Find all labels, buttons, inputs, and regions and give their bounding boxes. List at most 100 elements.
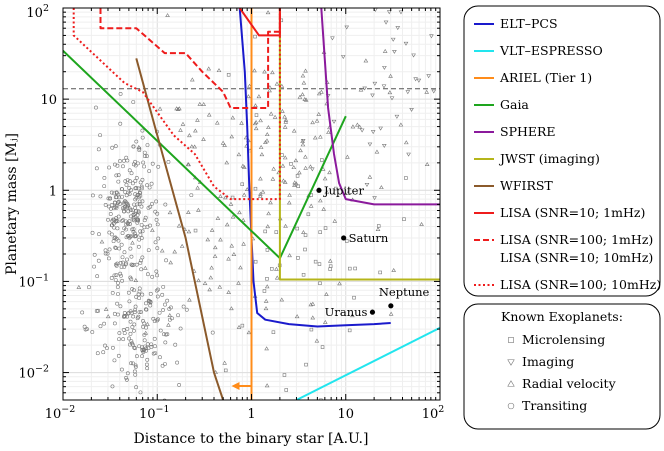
exoplanet-marker [218, 237, 223, 242]
exoplanet-marker [189, 77, 195, 82]
exoplanet-marker [154, 217, 159, 222]
exoplanet-marker [303, 165, 308, 170]
exoplanet-marker [124, 200, 129, 205]
ariel-arrow-head [231, 382, 240, 390]
exoplanet-marker [131, 100, 136, 104]
exoplanet-marker [239, 120, 244, 125]
legend-label: SPHERE [500, 124, 556, 139]
exoplanet-marker [154, 199, 159, 204]
axis-ticks [62, 7, 441, 401]
exoplanet-marker [99, 239, 105, 244]
curve-sphere [320, 8, 440, 206]
exoplanet-marker [282, 155, 288, 160]
exoplanet-marker [124, 182, 129, 187]
x-tick-label: 10 [337, 407, 354, 422]
exoplanet-marker [236, 280, 241, 285]
exoplanet-marker [144, 325, 149, 330]
exoplanet-marker [121, 164, 125, 169]
exoplanet-marker [258, 176, 263, 181]
exoplanet-marker [145, 366, 150, 371]
exoplanet-marker [274, 275, 280, 280]
exoplanet-marker [136, 144, 142, 149]
exoplanet-marker [212, 245, 218, 250]
exoplanet-marker [279, 83, 285, 88]
exoplanet-marker [153, 240, 158, 245]
exoplanet-marker [340, 55, 346, 60]
exoplanet-marker [124, 222, 129, 227]
exoplanet-marker [133, 365, 138, 369]
exoplanet-marker [292, 182, 297, 187]
exoplanet-marker [110, 145, 115, 150]
exoplanet-marker [154, 288, 159, 293]
curve-lisa-snr-100-10mhz [72, 8, 281, 201]
exoplanet-marker [139, 204, 144, 209]
exoplanet-marker [229, 134, 235, 139]
exoplanet-marker [327, 170, 332, 175]
exoplanet-marker [129, 234, 134, 238]
exoplanet-marker [429, 34, 434, 39]
exoplanet-marker [128, 319, 133, 324]
exoplanet-marker [134, 176, 139, 180]
exoplanet-marker [128, 246, 133, 251]
exoplanet-marker [270, 267, 274, 271]
exoplanet-marker [164, 258, 168, 263]
exoplanet-marker [206, 112, 212, 117]
exoplanet-marker [140, 347, 145, 352]
exoplanet-marker [303, 68, 308, 73]
exoplanet-marker [146, 272, 150, 277]
exoplanet-marker [142, 265, 148, 270]
exoplanet-marker [390, 37, 396, 42]
exoplanet-marker [181, 304, 186, 309]
exoplanet-marker [108, 206, 113, 211]
exoplanet-marker [176, 223, 182, 228]
exoplanet-marker [121, 206, 125, 211]
exoplanet-marker [201, 136, 206, 141]
exoplanet-marker [156, 317, 160, 322]
legend-label: ELT–PCS [500, 16, 558, 31]
x-tick-label: 1 [247, 407, 255, 422]
exoplanet-marker [301, 230, 306, 234]
exoplanet-marker [388, 311, 394, 316]
exoplanet-marker [162, 398, 167, 400]
exoplanet-marker [116, 281, 120, 285]
exoplanet-marker [268, 200, 273, 205]
exoplanet-marker [262, 289, 267, 293]
exoplanet-marker [268, 111, 274, 116]
exoplanet-marker [106, 196, 111, 201]
exoplanet-marker [195, 185, 200, 190]
exoplanet-marker [210, 330, 215, 335]
exoplanet-marker [116, 192, 121, 197]
exoplanet-marker [140, 255, 145, 260]
exoplanet-legend-marker [507, 380, 515, 387]
exoplanet-marker [196, 278, 201, 283]
exoplanet-marker [382, 65, 387, 70]
planet-dot [341, 235, 347, 241]
exoplanet-marker [303, 154, 308, 159]
exoplanet-marker [224, 160, 230, 165]
exoplanet-marker [112, 225, 116, 230]
exoplanet-marker [264, 346, 269, 351]
exoplanet-marker [310, 120, 315, 125]
exoplanet-marker [137, 237, 142, 242]
exoplanet-marker [128, 234, 133, 239]
exoplanet-marker [301, 80, 307, 85]
exoplanet-marker [189, 144, 195, 149]
exoplanet-marker [184, 307, 189, 312]
exoplanet-marker [147, 169, 152, 173]
exoplanet-marker [126, 203, 130, 207]
exoplanet-marker [92, 252, 97, 257]
exoplanet-marker [308, 203, 314, 208]
legend-box [463, 5, 661, 297]
exoplanet-marker [85, 327, 89, 332]
exoplanet-marker [175, 360, 180, 365]
exoplanet-marker [90, 330, 95, 334]
exoplanet-marker [128, 275, 133, 280]
exoplanet-marker [175, 106, 181, 111]
exoplanet-marker [112, 358, 117, 363]
exoplanet-marker [134, 294, 139, 299]
exoplanet-marker [120, 219, 125, 223]
exoplanet-marker [157, 106, 163, 111]
exoplanet-marker [106, 217, 110, 222]
exoplanet-marker [309, 327, 314, 332]
exoplanet-marker [94, 309, 99, 313]
